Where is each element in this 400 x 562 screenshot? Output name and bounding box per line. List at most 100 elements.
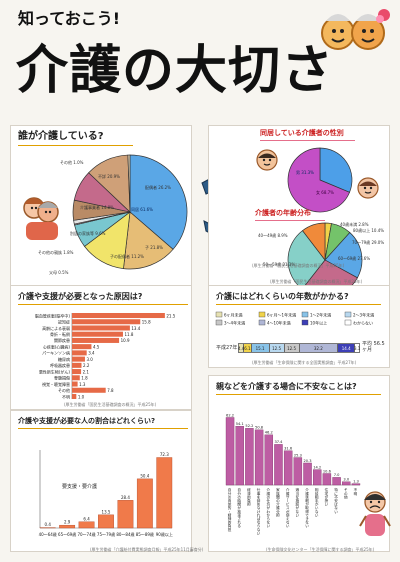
hbar-bar (72, 325, 130, 331)
hbar-category-label: 不明 (62, 394, 70, 399)
panel-gender-age-caption: (厚生労働省「国民生活基礎調査の概況」平成25年) (270, 279, 363, 284)
worries-value-label: 20.3 (304, 459, 312, 463)
worries-value-label: 14.2 (313, 465, 321, 469)
vbar-value-label: 2.9 (64, 520, 71, 525)
worries-value-label: 10.6 (323, 469, 332, 473)
panel-who-cares-header: 誰が介護している? (18, 131, 104, 142)
gender-header: 同居している介護者の性別 (260, 129, 344, 137)
pie1-slice-2 (123, 211, 174, 270)
age-label-6: 80歳以上 10.4% (353, 228, 385, 233)
worries-category-label: 住宅が狭い (324, 487, 329, 506)
pie3-slice-3 (324, 232, 363, 279)
years-header-rule (216, 304, 381, 305)
hbar-bar (72, 337, 120, 343)
rates-header-rule (18, 428, 188, 429)
worries-caption: (生命保険文化センター「生活保障に関する調査」平成25年) (266, 547, 375, 552)
rates-bar-chart: 0.4 40〜64歳 2.9 65〜69歳 6.4 70〜74歳 13.5 75〜79歳 28.… (22, 444, 178, 542)
worries-value-label: 3.0 (343, 478, 349, 482)
hbar-bar (72, 344, 92, 350)
poster-title: 介護の大切さ (16, 41, 335, 101)
worries-bar (235, 426, 244, 486)
worries-value-label: 62.2 (226, 413, 234, 417)
worries-category-label: 不明 (353, 488, 358, 496)
hbar-bar (72, 369, 82, 375)
hbar-category-label: 関節疾患 (54, 337, 70, 343)
hbar-category-label: 高齢による衰弱 (42, 325, 70, 331)
vbar-category-label: 70〜74歳 (77, 531, 95, 537)
vbar-bar (98, 514, 114, 529)
worries-bar (312, 469, 322, 486)
worries-bar (303, 462, 312, 486)
worries-category-label: 家族間の介護分担 (275, 487, 280, 517)
age-header-rule (255, 220, 325, 221)
years-segment: 12.5 (284, 344, 300, 352)
causes-header-rule (18, 304, 188, 305)
hbar-bar (72, 362, 82, 368)
worries-category-label: その他 (343, 487, 348, 499)
years-segment: 32.2 (299, 344, 339, 352)
hbar-value-label: 11.8 (124, 332, 133, 337)
years-legend-label: 4〜10年未満 (267, 320, 291, 326)
worries-category-label: 特に不安はない (333, 487, 338, 513)
years-legend: 6ヶ月未満 6ヶ月〜1年未満 1〜2年未満 2〜3年未満 3〜4年未満 4〜10年未満 10… (214, 310, 386, 328)
gender-label-female: 女 68.7% (316, 190, 334, 195)
vbar-bar (59, 524, 76, 529)
worries-bar (254, 429, 264, 486)
causes-caption: (厚生労働省「国民生活基礎調査の概況」平成25年) (64, 402, 157, 407)
worries-value-label: 25.3 (294, 453, 302, 457)
worries-header-rule (216, 394, 381, 395)
worries-value-label: 37.4 (274, 440, 283, 444)
years-legend-label: 10年以上 (310, 320, 327, 326)
worries-bar (264, 434, 274, 486)
gender-header-rule (260, 140, 355, 141)
worries-value-label: 50.8 (255, 426, 264, 430)
hbar-bar (72, 375, 80, 381)
age-label-2: 40〜49歳 8.9% (258, 233, 288, 238)
pie1-label-4: 子の配偶者 11.2% (110, 254, 144, 259)
years-row-label: 平成27年 (216, 345, 238, 351)
worries-value-label: 7.0 (334, 473, 340, 477)
vbar-bar (156, 457, 173, 529)
worries-bar-chart: 62.2 自分の肉体的・精神的負担 54.1 自分の時間が拘束される 52.2 経済的負担… (216, 403, 366, 543)
worries-category-label: 経済的負担 (246, 487, 251, 506)
hbar-bar (72, 331, 123, 337)
worries-category-label: 相談相手がいない (314, 487, 319, 517)
pie1-label-10: その他 1.0% (60, 160, 84, 165)
years-header: 介護にはどれくらいの年数がかかる? (216, 292, 349, 301)
worries-category-label: 介護の仕方がわからない (266, 487, 271, 527)
vbar-category-label: 65〜69歳 (58, 531, 76, 537)
worried-person-icon (358, 488, 392, 540)
hbar-value-label: 15.8 (142, 320, 151, 325)
worries-bar (332, 477, 341, 486)
worries-header: 親などを介護する場合に不安なことは? (216, 382, 357, 391)
panel-who-cares-header-rule (18, 145, 133, 146)
rates-header: 介護や支援が必要な人の割合はどれくらい? (18, 417, 156, 425)
pie1-label-7: 別居の家族等 9.6% (70, 231, 106, 236)
hbar-value-label: 1.8 (81, 376, 88, 381)
worries-bar (322, 473, 332, 486)
hbar-category-label: 心疾患(心臓病) (43, 343, 71, 349)
pie1-slice-1 (129, 154, 188, 250)
worries-category-label: 仕事を辞めなければならない (256, 487, 261, 535)
years-legend-label: 6ヶ月〜1年未満 (267, 312, 296, 318)
vbar-category-label: 80〜84歳 (116, 531, 134, 537)
years-segment: 6.1 (244, 344, 252, 352)
hbar-bar (72, 313, 165, 319)
hbar-value-label: 13.4 (131, 326, 140, 331)
hbar-category-label: 悪性新生物(がん) (39, 368, 71, 374)
pie1-label-9: 不詳 20.9% (98, 174, 120, 179)
vbar-value-label: 0.4 (45, 522, 52, 527)
vbar-value-label: 13.5 (102, 509, 111, 514)
gender-label-male: 男 31.3% (296, 170, 314, 175)
pie1-label-2: 配偶者 26.2% (145, 185, 171, 190)
worries-bar (225, 417, 235, 486)
pie1-label-5: 父母 0.5% (49, 270, 69, 275)
hbar-bar (72, 393, 77, 399)
years-stacked-bar: 4.4 6.1 15.1 12.5 12.5 32.2 14.4 3.1 (238, 343, 360, 353)
worries-value-label: 46.2 (265, 431, 273, 435)
worries-category-label: 介護休暇が取得できない (304, 487, 309, 527)
boy-icon (255, 148, 279, 172)
hbar-value-label: 10.9 (121, 338, 130, 343)
years-segment: 12.5 (269, 344, 285, 352)
hbar-value-label: 1.3 (79, 382, 86, 387)
